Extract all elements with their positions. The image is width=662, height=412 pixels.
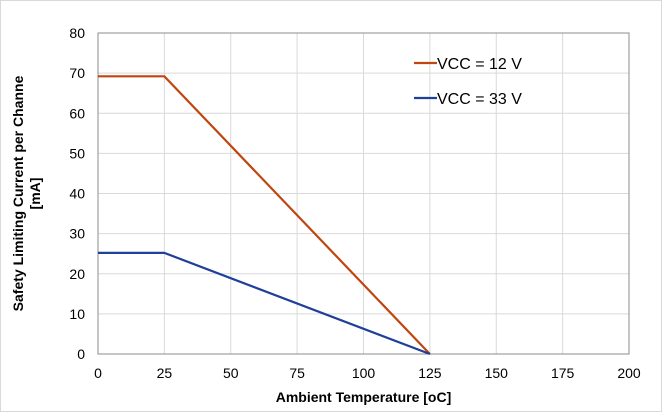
x-tick-labels: 0 25 50 75 100 125 150 175 200	[94, 365, 641, 381]
x-axis-title: Ambient Temperature [oC]	[276, 389, 452, 405]
y-tick-label: 70	[69, 65, 85, 81]
y-tick-labels: 0 10 20 30 40 50 60 70 80	[69, 25, 85, 362]
x-tick-label: 125	[418, 365, 442, 381]
legend-label-vcc-33v: VCC = 33 V	[437, 91, 522, 108]
y-tick-label: 80	[69, 25, 85, 41]
x-tick-label: 50	[223, 365, 239, 381]
legend-label-vcc-12v: VCC = 12 V	[437, 56, 522, 73]
series-line-vcc-33v	[98, 251, 431, 356]
y-axis-title-line-1: Safety Limiting Current per Channe	[10, 75, 26, 311]
y-tick-label: 30	[69, 226, 85, 242]
y-tick-label: 60	[69, 105, 85, 121]
y-axis-title-line-2: [mA]	[27, 178, 43, 210]
y-tick-label: 0	[77, 346, 85, 362]
x-tick-label: 75	[289, 365, 305, 381]
x-tick-label: 175	[551, 365, 575, 381]
x-tick-label: 200	[617, 365, 641, 381]
series-layer	[98, 75, 431, 356]
x-tick-label: 25	[157, 365, 173, 381]
plot-area-border	[97, 32, 630, 355]
y-tick-label: 10	[69, 306, 85, 322]
y-tick-label: 50	[69, 145, 85, 161]
y-axis-title: Safety Limiting Current per Channe [mA]	[10, 75, 43, 311]
grid-lines	[98, 33, 629, 354]
y-tick-label: 20	[69, 266, 85, 282]
legend: VCC = 12 V VCC = 33 V	[414, 56, 522, 108]
x-tick-label: 100	[352, 365, 376, 381]
y-tick-label: 40	[69, 186, 85, 202]
series-line-vcc-12v	[98, 75, 431, 355]
x-tick-label: 150	[485, 365, 509, 381]
x-tick-label: 0	[94, 365, 102, 381]
